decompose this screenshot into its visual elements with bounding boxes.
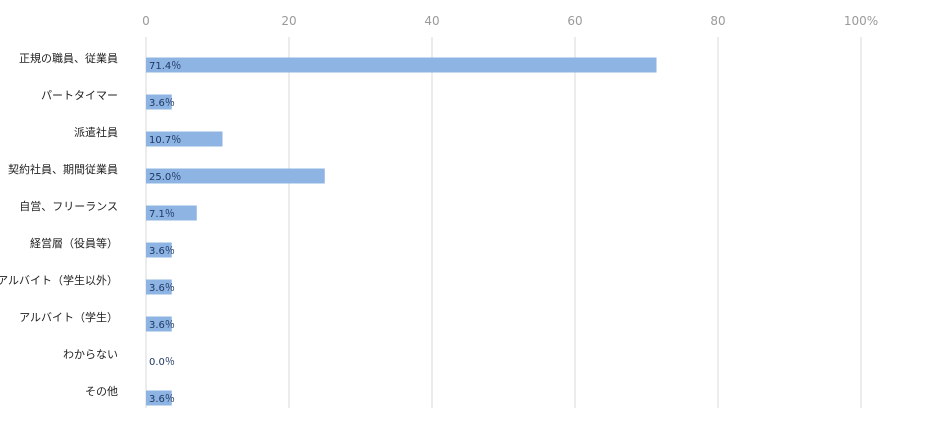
category-label: 自営、フリーランス bbox=[19, 199, 118, 213]
x-tick-label: 60 bbox=[567, 14, 582, 28]
bar bbox=[146, 242, 172, 258]
category-labels: 正規の職員、従業員パートタイマー派遣社員契約社員、期間従業員自営、フリーランス経… bbox=[0, 51, 118, 398]
category-label: アルバイト（学生） bbox=[19, 310, 118, 324]
x-tick-label: 40 bbox=[424, 14, 439, 28]
value-label: 3.6％ bbox=[149, 246, 175, 257]
value-label: 3.6％ bbox=[149, 394, 175, 405]
bar bbox=[146, 316, 172, 332]
value-label: 0.0％ bbox=[149, 357, 175, 368]
x-tick-label: 100% bbox=[844, 14, 878, 28]
x-tick-label: 20 bbox=[281, 14, 296, 28]
category-label: 契約社員、期間従業員 bbox=[8, 162, 118, 176]
value-labels: 71.4％ 3.6％ 10.7％ 25.0％ 7.1％ 3.6％ 3.6％ 3.6％ 0.0％ 3… bbox=[149, 61, 181, 405]
x-tick-label: 80 bbox=[710, 14, 725, 28]
value-label: 3.6％ bbox=[149, 98, 175, 109]
category-label: わからない bbox=[63, 348, 118, 361]
value-label: 25.0％ bbox=[149, 172, 181, 183]
category-label: 派遣社員 bbox=[74, 125, 118, 139]
category-label: その他 bbox=[85, 385, 118, 398]
bar bbox=[146, 57, 657, 73]
category-label: 正規の職員、従業員 bbox=[19, 51, 118, 65]
bar bbox=[146, 279, 172, 295]
bar bbox=[146, 131, 223, 147]
value-label: 3.6％ bbox=[149, 320, 175, 331]
bar bbox=[146, 94, 172, 110]
x-tick-label: 0 bbox=[142, 14, 150, 28]
value-label: 3.6％ bbox=[149, 283, 175, 294]
value-label: 7.1％ bbox=[149, 209, 175, 220]
bar bbox=[146, 168, 325, 184]
value-label: 71.4％ bbox=[149, 61, 181, 72]
value-label: 10.7％ bbox=[149, 135, 181, 146]
grid-lines bbox=[145, 37, 862, 408]
x-axis-ticks: 0 20 40 60 80 100% bbox=[142, 14, 878, 28]
bar bbox=[146, 390, 172, 406]
category-label: アルバイト（学生以外） bbox=[0, 273, 118, 287]
category-label: パートタイマー bbox=[41, 89, 118, 102]
bar bbox=[146, 205, 197, 221]
bars bbox=[146, 57, 657, 406]
category-label: 経営層（役員等） bbox=[30, 236, 118, 250]
